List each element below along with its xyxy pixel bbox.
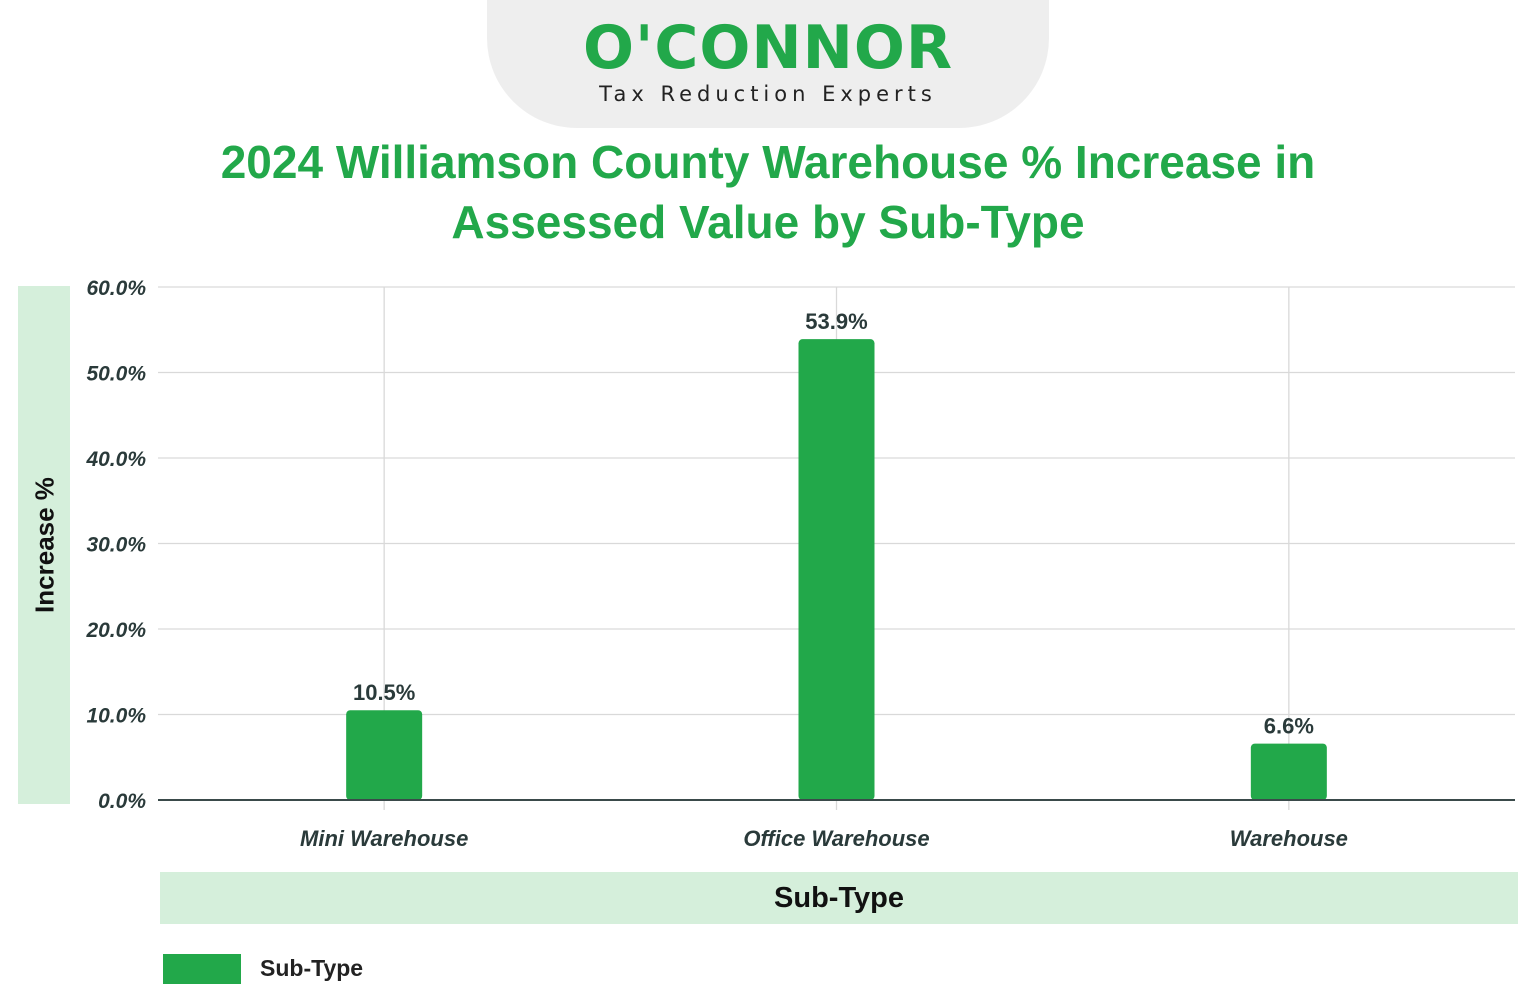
y-axis-label-band <box>18 286 70 804</box>
bar <box>1250 743 1327 800</box>
x-tick-label: Warehouse <box>1230 826 1348 851</box>
x-tick-label: Office Warehouse <box>743 826 929 851</box>
logo-wordmark: O'CONNOR <box>582 13 954 83</box>
x-axis-label: Sub-Type <box>160 872 1518 924</box>
bar <box>798 339 875 800</box>
y-tick-label: 40.0% <box>85 448 146 471</box>
x-tick-label: Mini Warehouse <box>300 826 468 851</box>
legend-label: Sub-Type <box>260 955 364 981</box>
data-label: 10.5% <box>353 680 415 705</box>
chart-title: 2024 Williamson County Warehouse % Incre… <box>220 136 1316 248</box>
y-tick-label: 0.0% <box>98 790 146 813</box>
y-tick-label: 50.0% <box>86 363 146 386</box>
data-label: 6.6% <box>1264 714 1314 739</box>
logo-badge: O'CONNOR Tax Reduction Experts <box>487 0 1049 128</box>
legend-swatch <box>163 954 241 984</box>
y-tick-label: 10.0% <box>86 705 146 728</box>
y-tick-label: 20.0% <box>85 619 146 642</box>
bar <box>346 710 423 800</box>
logo-tagline: Tax Reduction Experts <box>599 82 937 106</box>
y-tick-label: 30.0% <box>86 534 146 557</box>
y-tick-label: 60.0% <box>86 277 146 300</box>
data-label: 53.9% <box>805 309 867 334</box>
